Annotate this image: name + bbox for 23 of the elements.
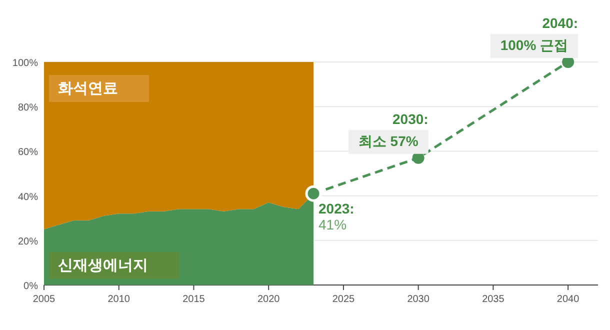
series-label: 화석연료: [58, 80, 118, 97]
x-tick-label: 2005: [32, 294, 56, 305]
x-tick-label: 2040: [556, 294, 580, 305]
annotation: 41%: [318, 216, 347, 233]
annotation: 2040:: [542, 15, 578, 31]
point: [305, 185, 322, 202]
x-tick-label: 2015: [182, 294, 206, 305]
y-tick-label: 80%: [18, 102, 38, 114]
y-tick-label: 0%: [24, 281, 38, 292]
x-tick-label: 2025: [332, 294, 356, 305]
x-tick-label: 2030: [407, 294, 430, 305]
x-tick-label: 2020: [257, 294, 280, 305]
y-tick-label: 20%: [18, 236, 38, 248]
annotation: 2030:: [392, 110, 428, 127]
y-tick-label: 100%: [12, 58, 38, 69]
x-tick-label: 2035: [482, 294, 505, 305]
y-tick-label: 60%: [18, 147, 38, 158]
annotation: 2023:: [318, 200, 354, 217]
series-label: 신재생에너지: [58, 257, 148, 274]
annotation: 최소 57%: [358, 132, 419, 149]
annotation: 100% 근접: [500, 37, 568, 53]
x-tick-label: 2010: [108, 294, 130, 305]
y-tick-label: 40%: [18, 192, 38, 203]
